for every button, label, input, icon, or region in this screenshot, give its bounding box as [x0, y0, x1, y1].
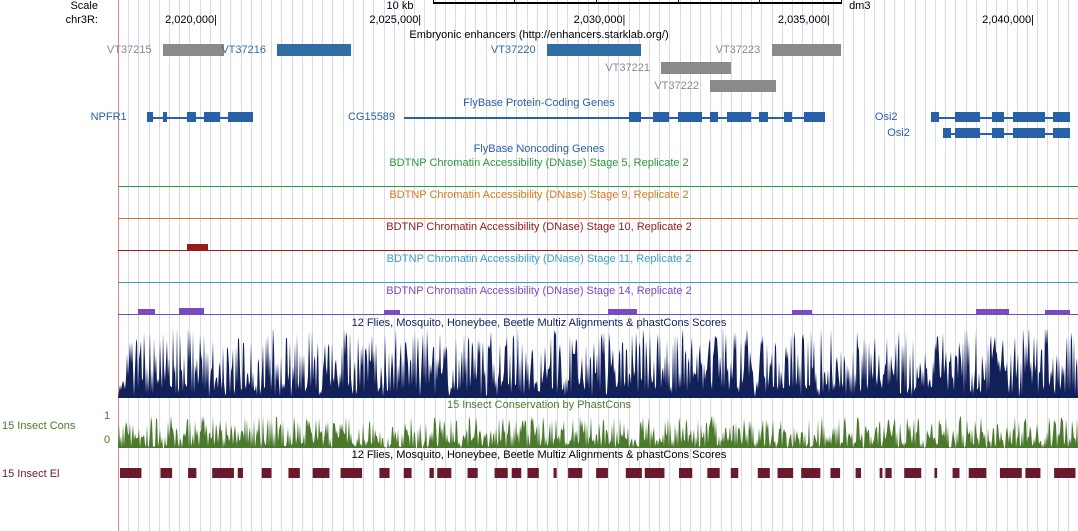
enhancer-label[interactable]: VT37222	[654, 80, 699, 92]
enhancer-label[interactable]: VT37223	[716, 44, 761, 56]
gene-exon[interactable]	[1013, 112, 1046, 122]
enhancer-box[interactable]	[772, 44, 841, 56]
enhancer-label[interactable]: VT37220	[491, 44, 536, 56]
noncoding-title: FlyBase Noncoding Genes	[0, 142, 1078, 156]
genome-browser: Scale 10 kb dm3 chr3R: 2,020,000| 2,025,0…	[0, 0, 1078, 531]
gene-exon[interactable]	[1053, 112, 1069, 122]
enhancers-title: Embryonic enhancers (http://enhancers.st…	[0, 28, 1078, 42]
enhancer-label[interactable]: VT37216	[221, 44, 266, 56]
ruler-tick: 2,025,000|	[369, 14, 421, 26]
gene-exon[interactable]	[992, 112, 1004, 122]
scale-bar	[433, 2, 842, 4]
gene-exon[interactable]	[147, 112, 153, 122]
enhancers-track[interactable]: VT37215 VT37216 VT37220 VT37223 VT37221 VT372…	[0, 42, 1078, 96]
gene-exon[interactable]	[784, 112, 792, 122]
phastcons-wiggle	[118, 330, 1078, 398]
insect-cons-title: 15 Insect Conservation by PhastCons	[0, 398, 1078, 412]
gene-exon[interactable]	[1013, 128, 1046, 138]
gene-exon[interactable]	[804, 112, 824, 122]
dnase-title: BDTNP Chromatin Accessibility (DNase) St…	[0, 252, 1078, 266]
gene-exon[interactable]	[187, 112, 195, 122]
gene-exon[interactable]	[629, 112, 641, 122]
gene-exon[interactable]	[955, 128, 980, 138]
phastcons-title: 12 Flies, Mosquito, Honeybee, Beetle Mul…	[0, 316, 1078, 330]
ruler-tick: 2,035,000|	[778, 14, 830, 26]
gene-label[interactable]: NPFR1	[91, 111, 127, 123]
gene-exon[interactable]	[678, 112, 703, 122]
dnase-track[interactable]: BDTNP Chromatin Accessibility (DNase) St…	[0, 188, 1078, 220]
dnase-tracks: BDTNP Chromatin Accessibility (DNase) St…	[0, 156, 1078, 316]
gene-exon[interactable]	[204, 112, 220, 122]
gene-exon[interactable]	[163, 112, 167, 122]
gene-exon[interactable]	[955, 112, 980, 122]
enhancer-box[interactable]	[163, 44, 224, 56]
insect-cons-wiggle	[118, 412, 1078, 448]
insect-cons-track[interactable]: 15 Insect Conservation by PhastCons 15 I…	[0, 398, 1078, 448]
ruler-tick: 2,040,000|	[982, 14, 1034, 26]
dnase-track[interactable]: BDTNP Chromatin Accessibility (DNase) St…	[0, 252, 1078, 284]
ruler-tick: 2,020,000|	[165, 14, 217, 26]
gene-exon[interactable]	[992, 128, 1004, 138]
dnase-track[interactable]: BDTNP Chromatin Accessibility (DNase) St…	[0, 220, 1078, 252]
enhancer-box[interactable]	[661, 62, 730, 74]
gene-exon[interactable]	[653, 112, 669, 122]
gene-label[interactable]: Osi2	[887, 127, 910, 139]
enhancer-box[interactable]	[277, 44, 351, 56]
gene-exon[interactable]	[727, 112, 752, 122]
phastcons-track[interactable]: 12 Flies, Mosquito, Honeybee, Beetle Mul…	[0, 316, 1078, 398]
gene-exon[interactable]	[1053, 128, 1069, 138]
ruler-row: chr3R: 2,020,000| 2,025,000| 2,030,000| 2,0…	[0, 14, 1078, 28]
dnase-track[interactable]: BDTNP Chromatin Accessibility (DNase) St…	[0, 156, 1078, 188]
chrom-label: chr3R:	[66, 14, 98, 26]
enhancer-box[interactable]	[547, 44, 641, 56]
gene-label[interactable]: CG15589	[348, 111, 395, 123]
enhancer-label[interactable]: VT37221	[605, 62, 650, 74]
insect-cons-y0: 0	[104, 434, 110, 446]
dnase-track[interactable]: BDTNP Chromatin Accessibility (DNase) St…	[0, 284, 1078, 316]
insect-el-title: 12 Flies, Mosquito, Honeybee, Beetle Mul…	[0, 448, 1078, 462]
insect-el-track[interactable]: 15 Insect El	[0, 466, 1078, 486]
coding-genes-title: FlyBase Protein-Coding Genes	[0, 96, 1078, 110]
assembly-label: dm3	[849, 0, 870, 12]
enhancer-label[interactable]: VT37215	[107, 44, 152, 56]
scale-length-label: 10 kb	[387, 0, 414, 12]
insect-cons-sidelabel: 15 Insect Cons	[2, 420, 75, 432]
coding-genes-track[interactable]: NPFR1 CG15589 Osi2 Osi2	[0, 110, 1078, 142]
scale-row: Scale 10 kb dm3	[0, 0, 1078, 14]
insect-el-boxes	[118, 466, 1078, 480]
ruler-tick: 2,030,000|	[574, 14, 626, 26]
scale-label: Scale	[70, 0, 98, 12]
gene-exon[interactable]	[943, 128, 951, 138]
dnase-title: BDTNP Chromatin Accessibility (DNase) St…	[0, 188, 1078, 202]
dnase-title: BDTNP Chromatin Accessibility (DNase) St…	[0, 220, 1078, 234]
dnase-title: BDTNP Chromatin Accessibility (DNase) St…	[0, 284, 1078, 298]
dnase-title: BDTNP Chromatin Accessibility (DNase) St…	[0, 156, 1078, 170]
gene-exon[interactable]	[931, 112, 939, 122]
insect-cons-y1: 1	[104, 410, 110, 422]
gene-exon[interactable]	[710, 112, 718, 122]
enhancer-box[interactable]	[710, 80, 775, 92]
insect-el-sidelabel: 15 Insect El	[2, 468, 59, 480]
gene-label[interactable]: Osi2	[875, 111, 898, 123]
gene-exon[interactable]	[759, 112, 767, 122]
gene-exon[interactable]	[228, 112, 253, 122]
